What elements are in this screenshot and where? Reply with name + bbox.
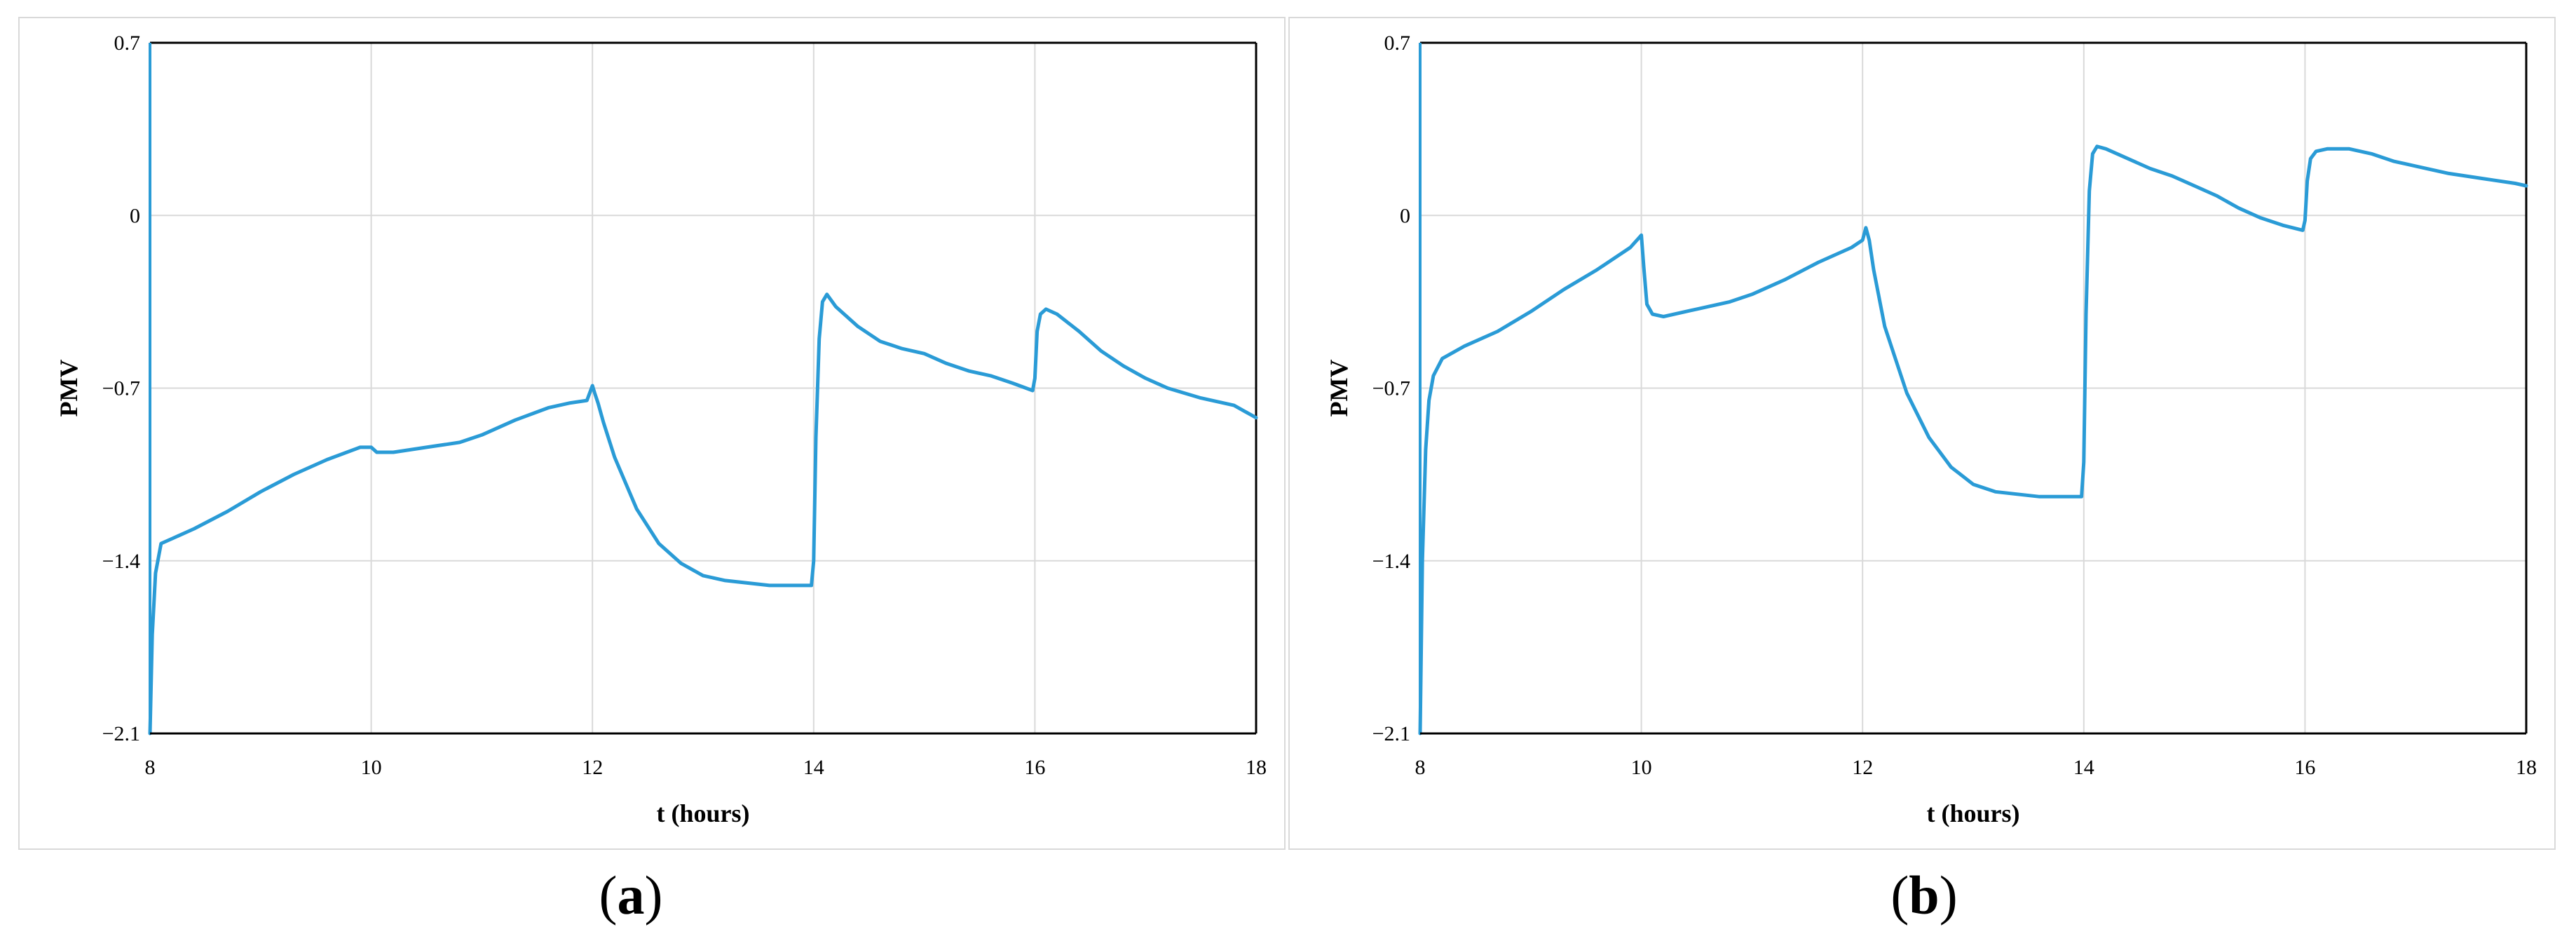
- caption-b: (b): [1890, 865, 1958, 926]
- chart-b-x-tick-label: 14: [2073, 756, 2094, 779]
- chart-b-y-axis-title: PMV: [1325, 360, 1353, 417]
- chart-a-y-tick-label: −0.7: [102, 377, 140, 400]
- chart-a-x-tick-label: 14: [803, 756, 824, 779]
- chart-a-x-tick-label: 16: [1024, 756, 1045, 779]
- caption-a-label: a: [617, 865, 645, 926]
- caption-b-label: b: [1909, 865, 1940, 926]
- chart-b-y-tick-label: −1.4: [1372, 550, 1410, 573]
- chart-a-x-tick-label: 18: [1246, 756, 1267, 779]
- chart-b-x-tick-label: 8: [1415, 756, 1426, 779]
- caption-a: (a): [599, 865, 663, 926]
- chart-panel-a: 8 10 12 14 16 18 0.7 0 −0.7 −1.4 −2.1 t (hours) PMV: [18, 17, 1286, 850]
- chart-b-y-tick-label: −2.1: [1372, 722, 1410, 745]
- chart-b-x-axis-title: t (hours): [1927, 799, 2020, 827]
- chart-b-y-tick-label: 0: [1400, 204, 1410, 227]
- chart-a-y-tick-label: 0.7: [114, 32, 141, 55]
- chart-panel-b: 8 10 12 14 16 18 0.7 0 −0.7 −1.4 −2.1 t (hours) PMV: [1288, 17, 2556, 850]
- chart-a-x-axis-title: t (hours): [657, 799, 750, 827]
- chart-b: 8 10 12 14 16 18 0.7 0 −0.7 −1.4 −2.1 t (hours) PMV: [1325, 32, 2537, 827]
- chart-a-x-tick-label: 12: [582, 756, 603, 779]
- chart-b-y-tick-label: −0.7: [1372, 377, 1410, 400]
- chart-b-x-tick-label: 16: [2294, 756, 2315, 779]
- chart-a-series-line: [148, 292, 1258, 736]
- chart-b-x-tick-label: 10: [1631, 756, 1652, 779]
- chart-a-y-tick-label: −1.4: [102, 550, 140, 573]
- chart-a-y-axis-title: PMV: [55, 360, 83, 417]
- chart-a-y-tick-label: −2.1: [102, 722, 140, 745]
- chart-a-x-tick-label: 8: [145, 756, 156, 779]
- chart-a-y-tick-label: 0: [130, 204, 140, 227]
- chart-b-y-tick-label: 0.7: [1384, 32, 1411, 55]
- chart-b-x-tick-label: 12: [1852, 756, 1873, 779]
- chart-b-x-tick-label: 18: [2516, 756, 2537, 779]
- chart-a-x-tick-label: 10: [361, 756, 382, 779]
- chart-a: 8 10 12 14 16 18 0.7 0 −0.7 −1.4 −2.1 t (hours) PMV: [55, 32, 1267, 827]
- chart-b-series-line: [1418, 144, 2528, 736]
